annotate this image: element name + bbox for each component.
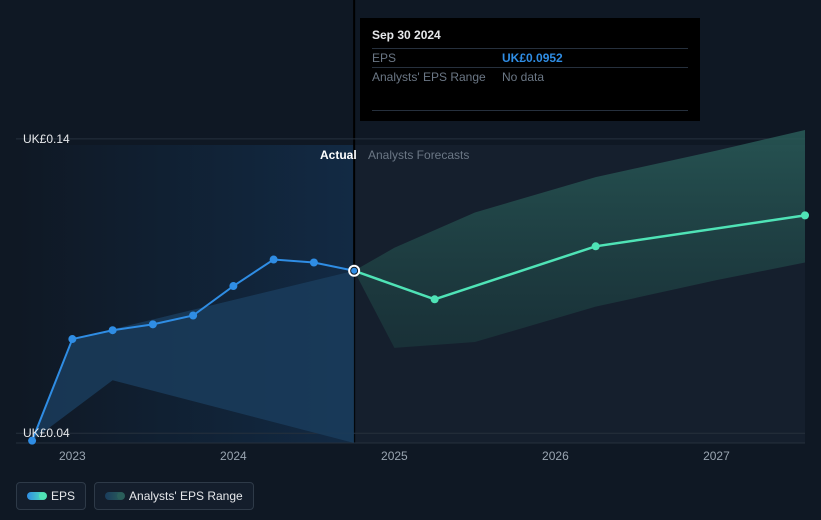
- tooltip-row-value: UK£0.0952: [502, 51, 563, 65]
- x-axis-label: 2023: [59, 449, 86, 463]
- x-axis-label: 2024: [220, 449, 247, 463]
- tooltip-divider: [372, 110, 688, 111]
- region-label-actual: Actual: [320, 148, 357, 162]
- tooltip-row-label: EPS: [372, 51, 502, 65]
- tooltip-row-label: Analysts' EPS Range: [372, 70, 502, 84]
- legend: EPS Analysts' EPS Range: [16, 482, 254, 510]
- legend-label: EPS: [51, 489, 75, 503]
- legend-swatch: [27, 492, 45, 500]
- tooltip-date: Sep 30 2024: [372, 28, 688, 42]
- x-axis-label: 2026: [542, 449, 569, 463]
- y-axis-label: UK£0.04: [23, 426, 70, 440]
- y-axis-label: UK£0.14: [23, 132, 70, 146]
- region-label-forecast: Analysts Forecasts: [368, 148, 469, 162]
- legend-swatch: [105, 492, 123, 500]
- tooltip-row-value: No data: [502, 70, 544, 84]
- legend-item-eps[interactable]: EPS: [16, 482, 86, 510]
- legend-label: Analysts' EPS Range: [129, 489, 243, 503]
- legend-item-range[interactable]: Analysts' EPS Range: [94, 482, 254, 510]
- tooltip-card: Sep 30 2024 EPS UK£0.0952 Analysts' EPS …: [360, 18, 700, 121]
- x-axis-label: 2027: [703, 449, 730, 463]
- eps-forecast-chart: UK£0.04 UK£0.14 Actual Analysts Forecast…: [0, 0, 821, 520]
- x-axis-label: 2025: [381, 449, 408, 463]
